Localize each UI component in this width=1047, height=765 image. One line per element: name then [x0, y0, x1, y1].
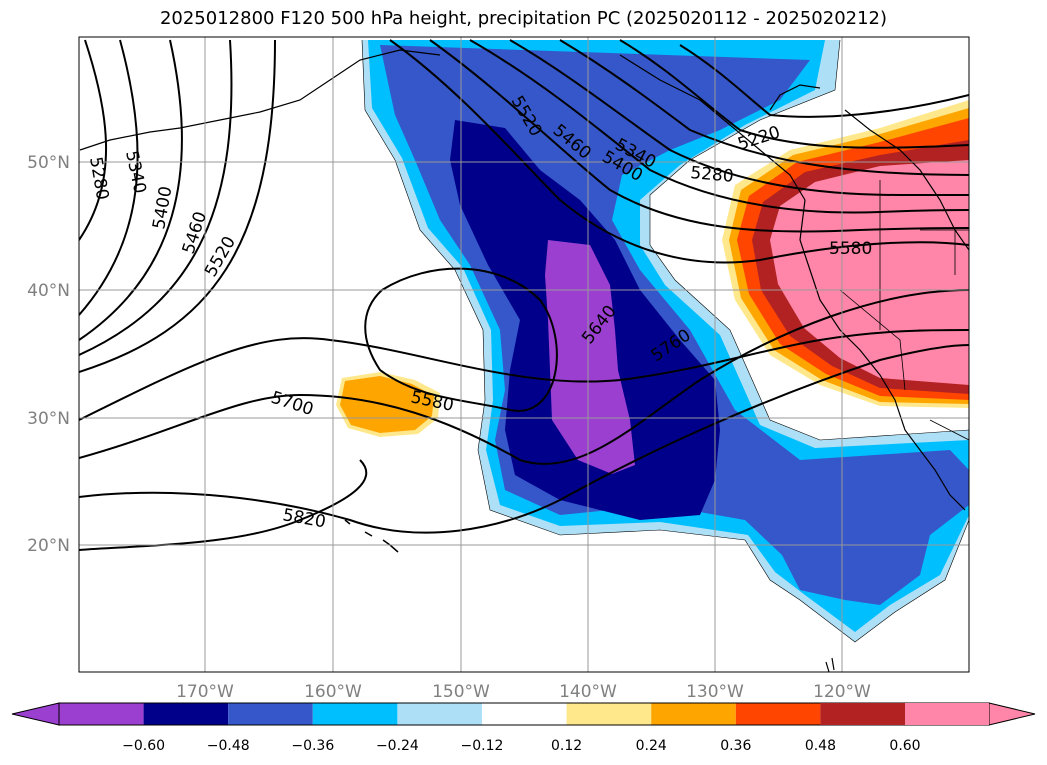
- longitude-labels: 170°W 160°W 150°W 140°W 130°W 120°W: [176, 682, 871, 702]
- lat-label: 30°N: [27, 409, 70, 429]
- lon-label: 120°W: [813, 682, 871, 702]
- colorbar-tick: −0.36: [291, 738, 334, 754]
- lon-label: 150°W: [432, 682, 490, 702]
- colorbar-tick: −0.12: [461, 738, 504, 754]
- lat-label: 50°N: [27, 153, 70, 173]
- gridlines: [79, 37, 969, 672]
- colorbar-tick: −0.24: [376, 738, 419, 754]
- lon-label: 160°W: [304, 682, 362, 702]
- colorbar-segment: [312, 703, 398, 725]
- plot-frame: [78, 36, 970, 673]
- colorbar-tick: 0.60: [889, 738, 920, 754]
- colorbar-segment: [651, 703, 736, 725]
- colorbar-tick: 0.24: [636, 738, 667, 754]
- colorbar-tick: 0.12: [551, 738, 582, 754]
- colorbar-segment: [143, 703, 229, 725]
- colorbar-segment: [59, 703, 144, 725]
- colorbar-extend-low: [11, 702, 60, 726]
- height-contours: [79, 39, 969, 551]
- colorbar-segment: [397, 703, 482, 725]
- anomaly-outlines: [361, 39, 969, 643]
- colorbar-extend-high: [988, 702, 1036, 726]
- contour-label: 5280: [690, 163, 735, 187]
- lat-label: 40°N: [27, 281, 70, 301]
- latitude-labels: 50°N 40°N 30°N 20°N: [27, 153, 70, 556]
- colorbar-segment: [228, 703, 313, 725]
- colorbar-segment: [820, 703, 905, 725]
- map-title: 2025012800 F120 500 hPa height, precipit…: [159, 8, 888, 29]
- lon-label: 130°W: [686, 682, 744, 702]
- lon-label: 140°W: [559, 682, 617, 702]
- negative-anomaly-region: [362, 40, 969, 642]
- colorbar: −0.60 −0.48 −0.36 −0.24 −0.12 0.12 0.24 …: [11, 702, 1036, 754]
- contour-label: 5580: [829, 239, 872, 259]
- colorbar-segment: [905, 703, 989, 725]
- colorbar-tick: 0.36: [720, 738, 751, 754]
- lat-label: 20°N: [27, 536, 70, 556]
- colorbar-tick: −0.48: [207, 738, 250, 754]
- colorbar-segment: [482, 703, 567, 725]
- colorbar-segment: [566, 703, 652, 725]
- lon-label: 170°W: [176, 682, 234, 702]
- colorbar-tick: −0.60: [122, 738, 165, 754]
- colorbar-tick: 0.48: [805, 738, 836, 754]
- colorbar-segment: [735, 703, 821, 725]
